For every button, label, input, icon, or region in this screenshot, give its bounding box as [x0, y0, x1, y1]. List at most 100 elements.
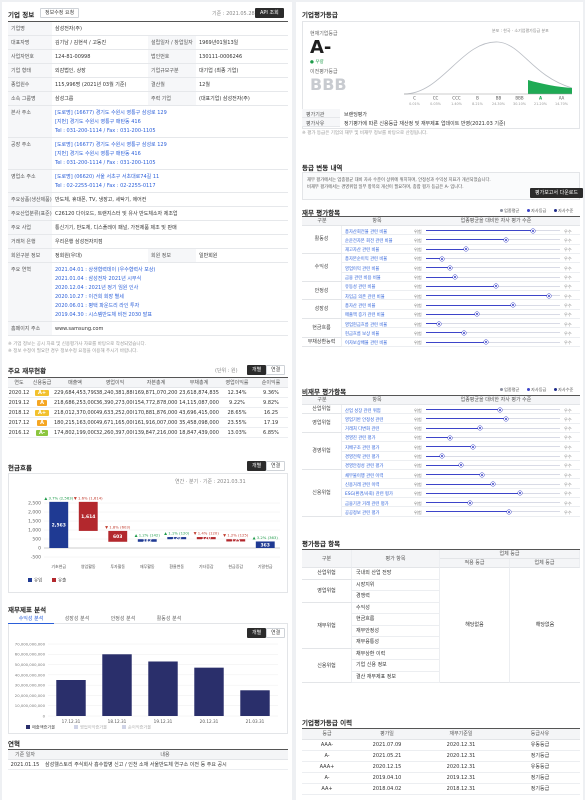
row-line [342, 487, 580, 489]
group-cell: 부채상환능력 [302, 337, 342, 347]
cell: 2016.12 [8, 428, 30, 438]
cell-text: 13.03% [227, 430, 247, 436]
row-line [342, 431, 580, 433]
cell-text: AAA- [320, 742, 334, 748]
row-line [342, 262, 580, 264]
tab[interactable]: 안정성 분석 [100, 615, 146, 624]
row-value: 브랜딩평가 [344, 112, 368, 118]
scale-percent: 0.01% [409, 102, 421, 106]
item-label: 영업이익 관련 비율 [345, 266, 380, 272]
text-line: Tel : 031-200-1114 / Fax : 031-200-1105 [55, 128, 156, 134]
tab[interactable]: 수익성 분석 [8, 615, 54, 624]
cell: 2020.12.31 [422, 740, 500, 751]
cell: A [30, 398, 54, 408]
slider-fill [426, 313, 477, 315]
slider-track [426, 313, 560, 315]
unit: (단위 : 원) [215, 368, 238, 374]
button[interactable]: 연결 [266, 365, 286, 375]
column-header: 구분 [317, 218, 327, 224]
button[interactable]: 평가보고서 다운로드 [530, 188, 583, 198]
label-cell: 사업자번호 [8, 50, 52, 64]
cell: 삼성웰스토리 주식회사 흡수합병 신고 / 인천 소재 서울반도체 연구소 이전… [42, 760, 288, 770]
bar [137, 539, 157, 542]
x-tick-label: 기말현금 [258, 563, 273, 569]
low-label: 위험 [414, 293, 422, 299]
row-label: 거래처 은행 [11, 239, 36, 245]
row-label: 주요 사업 [11, 225, 31, 231]
header-cell: 재무기준일 [422, 729, 500, 740]
bar-value-label: 120 [202, 536, 211, 542]
column-header: 구분 [317, 397, 327, 403]
low-label: 위험 [414, 321, 422, 327]
cell-text: 2020.12.31 [446, 742, 476, 748]
section-title: 재무제표 분석 [8, 606, 47, 614]
cell: 정기등급 [500, 784, 580, 795]
legend-label: 업종평균 [504, 387, 520, 392]
cell: 169,871,070,200 [134, 388, 178, 398]
high-label: 우수 [564, 416, 572, 422]
scale-label: BB [496, 96, 502, 101]
cell-text: 9.36% [263, 390, 279, 396]
section-title: 재무 평가항목 [302, 209, 341, 217]
item-label: 수익성 [356, 604, 370, 611]
date: 기준 : 2021.05.28 [212, 11, 255, 17]
row-label: 종업원수 [11, 82, 30, 88]
cell: 139,847,216,000 [134, 428, 178, 438]
column-header: 신용등급 [32, 380, 52, 386]
cell-text: 2020.12.15 [372, 764, 402, 770]
bar [240, 690, 270, 716]
section-title: 기업 정보 [8, 11, 35, 19]
button[interactable]: 정보수정 요청 [40, 8, 80, 18]
value-cell: 대기업 (최종 기업) [196, 64, 288, 78]
slider-track [426, 474, 560, 476]
label-cell: 법인번호 [148, 50, 196, 64]
item-label: 경영안정성 관련 평가 [345, 464, 384, 470]
cell: AAA- [302, 740, 352, 751]
item-label: 이자보상배율 관련 비율 [345, 341, 388, 347]
button[interactable]: 개별 [247, 365, 267, 375]
cell: 유동등급 [500, 740, 580, 751]
high-label: 우수 [564, 321, 572, 327]
bar [148, 661, 178, 716]
cell: 2020.12 [8, 388, 30, 398]
column-header: 등급 [322, 731, 332, 737]
button[interactable]: 연결 [266, 461, 286, 471]
group-label: 영업위험 [312, 420, 331, 427]
tab[interactable]: 활동성 분석 [146, 615, 192, 624]
cell: 38,240,381,880 [96, 388, 134, 398]
row-label: 홈페이지 주소 [11, 326, 41, 332]
row-line [342, 280, 580, 282]
button[interactable]: 개별 [247, 628, 267, 638]
header-cell: 등급 [302, 729, 352, 740]
legend-dot [554, 388, 557, 391]
scale-percent: 14.70% [555, 102, 569, 106]
button[interactable]: 개별 [247, 461, 267, 471]
button[interactable]: API 조회 [255, 8, 284, 18]
row-label: 주요상품(생산제품) [11, 197, 52, 203]
row-value: 130111-0006246 [199, 54, 243, 60]
note: ※ 정보 수정이 필요한 경우 정보수정 요청을 이용해 주시기 바랍니다. [8, 349, 138, 354]
x-tick-label: 재무활동 [140, 563, 155, 569]
y-tick-label: 70,000,000,000 [15, 641, 46, 646]
group-cell: 신용위험 [302, 470, 342, 517]
tab[interactable]: 성장성 분석 [54, 615, 100, 624]
bar [78, 501, 98, 531]
low-label: 위험 [414, 330, 422, 336]
chart: -500 0 500 1,000 1,500 2,000 2,500 2,563 ▲ 3.7% … [28, 495, 280, 584]
cell-text: 2021.01.15 [10, 762, 40, 768]
row-line [342, 271, 580, 273]
item-label: ESG(환경/사회) 관련 평가 [345, 492, 393, 498]
group-cell: 영업위험 [302, 414, 342, 433]
annotation: ▲ 1.2% (142) [135, 533, 161, 538]
low-label: 위험 [414, 237, 422, 243]
table-top-border [8, 749, 288, 750]
item-label: 영업기반 안정성 관련 [345, 417, 384, 423]
bar-value-label: 603 [113, 534, 122, 540]
button[interactable]: 연결 [266, 628, 286, 638]
slider-track [426, 332, 560, 334]
cell: A [30, 418, 54, 428]
header-cell: 평가 항목 [352, 550, 440, 568]
label-cell: 주력 기업 [148, 92, 196, 106]
row-label: 사업자번호 [11, 54, 35, 60]
slider-handle [477, 426, 482, 431]
